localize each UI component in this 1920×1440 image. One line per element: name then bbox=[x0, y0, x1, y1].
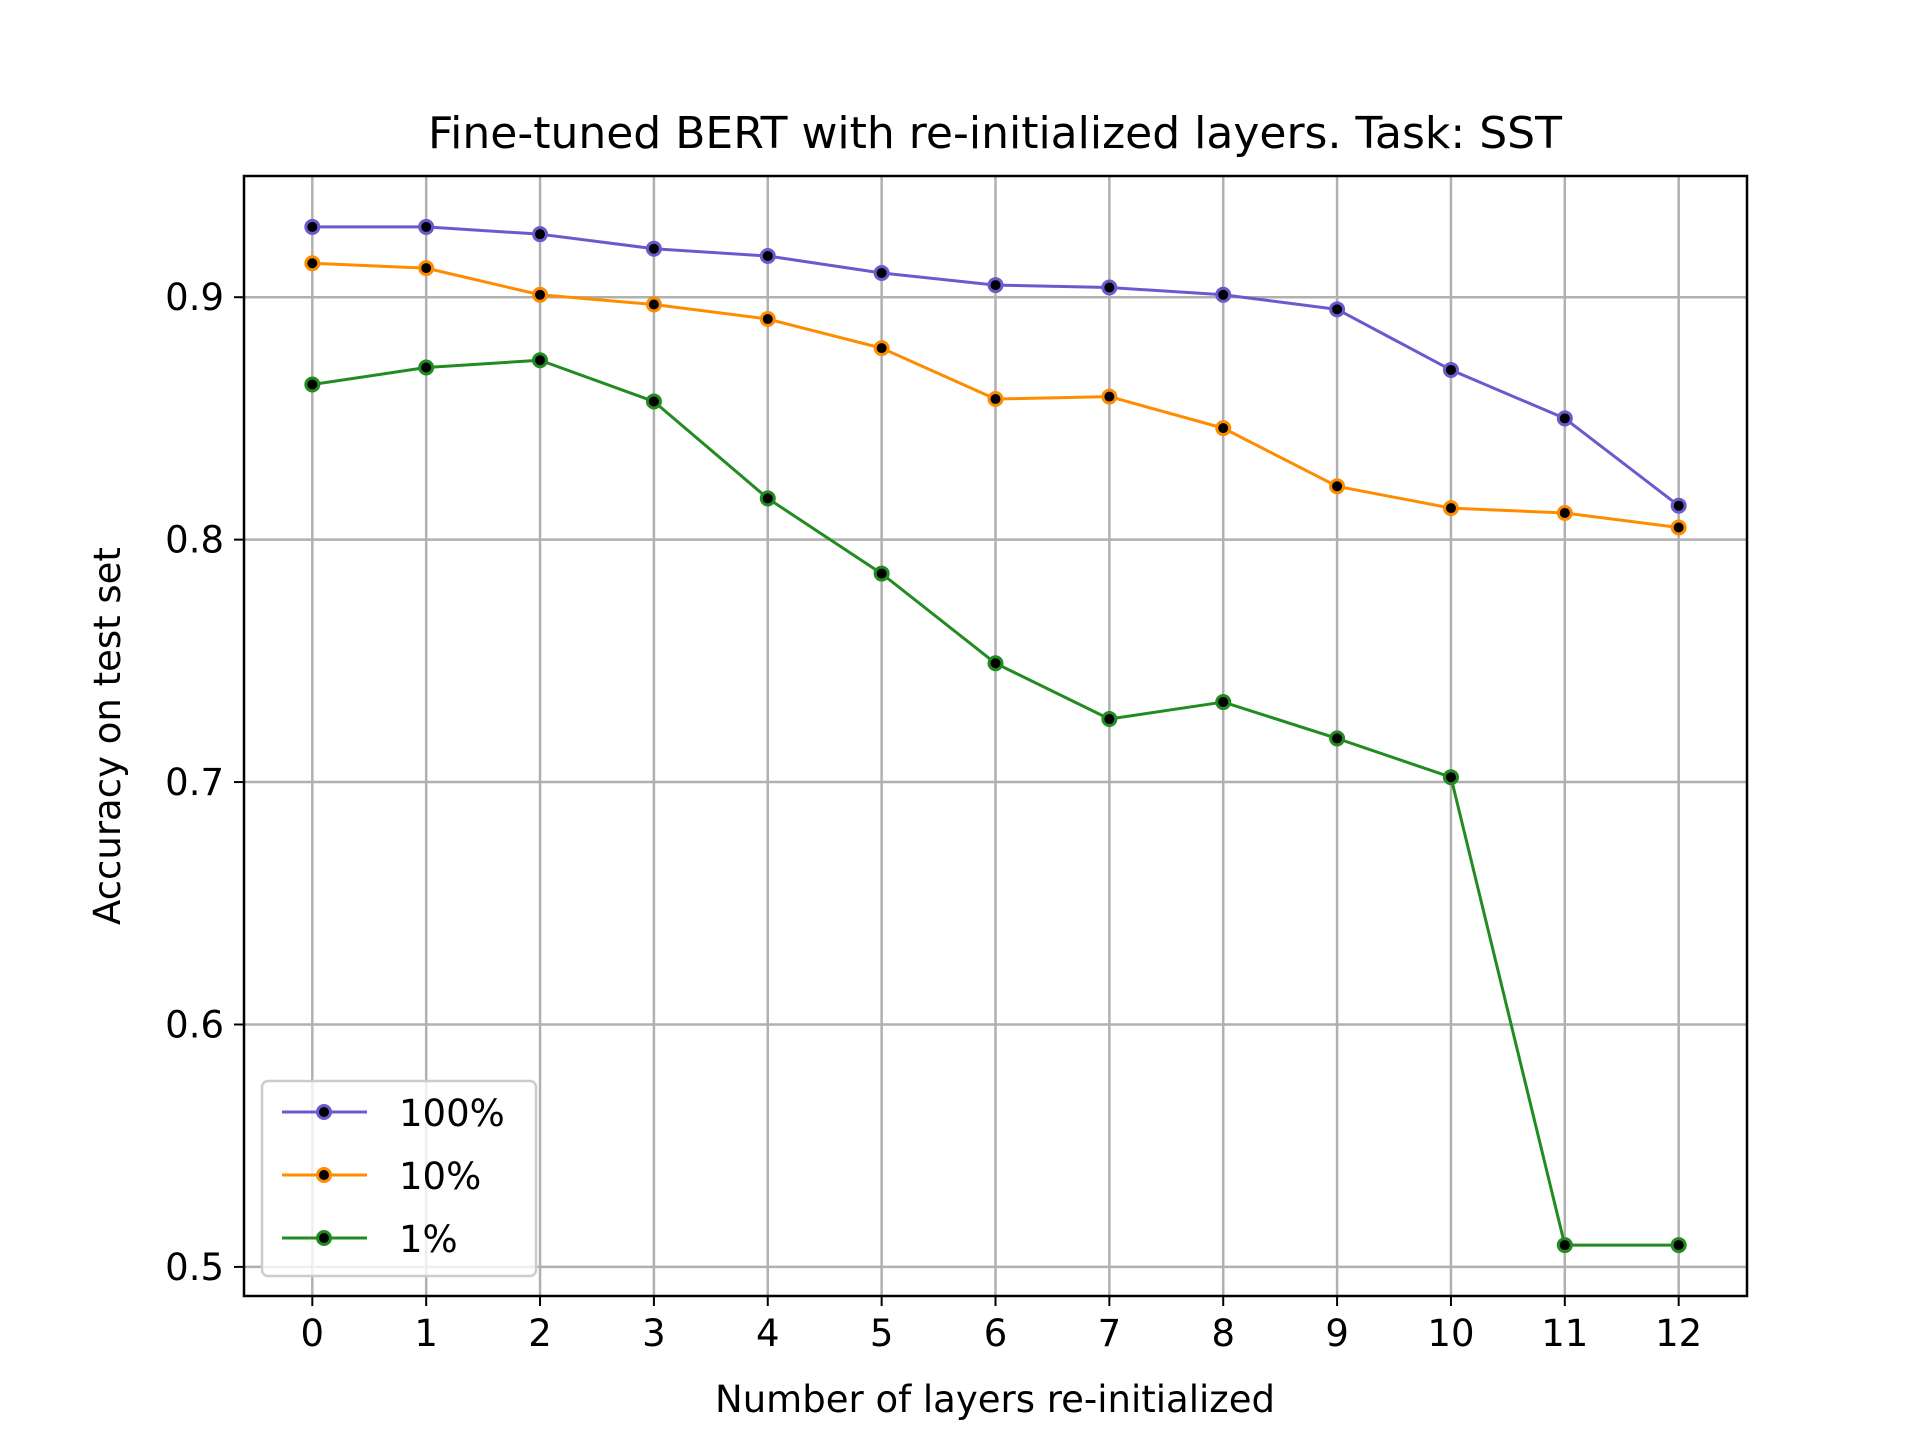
data-point bbox=[1556, 410, 1573, 427]
x-tick-label: 12 bbox=[1655, 1312, 1702, 1355]
y-tick-label: 0.9 bbox=[165, 276, 224, 319]
data-point bbox=[1215, 694, 1232, 711]
data-point bbox=[1670, 519, 1687, 536]
data-point bbox=[759, 311, 776, 328]
data-point bbox=[1329, 730, 1346, 747]
y-tick-label: 0.8 bbox=[165, 519, 224, 562]
data-point bbox=[987, 277, 1004, 294]
data-point bbox=[1442, 361, 1459, 378]
chart-title: Fine-tuned BERT with re-initialized laye… bbox=[428, 108, 1562, 159]
x-tick-label: 9 bbox=[1325, 1312, 1349, 1355]
x-tick-label: 10 bbox=[1427, 1312, 1474, 1355]
x-tick-label: 8 bbox=[1211, 1312, 1235, 1355]
y-tick-label: 0.7 bbox=[165, 761, 224, 804]
x-tick-label: 3 bbox=[642, 1312, 666, 1355]
data-point bbox=[1556, 504, 1573, 521]
x-tick-label: 5 bbox=[870, 1312, 894, 1355]
legend-box bbox=[260, 1079, 538, 1278]
data-point bbox=[873, 264, 890, 281]
data-point bbox=[759, 248, 776, 264]
data-point bbox=[1442, 769, 1459, 786]
data-point bbox=[873, 340, 890, 357]
data-point bbox=[532, 286, 549, 303]
x-tick-label: 1 bbox=[414, 1312, 438, 1355]
legend-label: 10% bbox=[399, 1155, 481, 1198]
series-layer bbox=[304, 218, 1687, 1254]
data-point bbox=[304, 255, 321, 272]
data-point bbox=[759, 490, 776, 507]
legend-marker bbox=[316, 1104, 332, 1120]
x-tick-label: 4 bbox=[756, 1312, 780, 1355]
data-point bbox=[1101, 279, 1118, 296]
data-point bbox=[304, 218, 321, 235]
data-point bbox=[532, 352, 549, 369]
data-point bbox=[645, 296, 662, 313]
x-tick-label: 11 bbox=[1541, 1312, 1588, 1355]
data-point bbox=[1215, 286, 1232, 303]
data-point bbox=[304, 376, 321, 393]
x-axis-label: Number of layers re-initialized bbox=[715, 1378, 1275, 1421]
data-point bbox=[1329, 301, 1346, 318]
ticks-layer: 0 1 2 3 4 5 6 7 8 9 10 11 120.50.60.70.80.9 bbox=[165, 276, 1702, 1355]
data-point bbox=[645, 240, 662, 257]
plot-frame bbox=[242, 174, 1749, 1298]
data-point bbox=[1556, 1237, 1573, 1254]
data-point bbox=[1329, 478, 1346, 495]
data-point bbox=[1670, 497, 1687, 514]
x-tick-label: 7 bbox=[1098, 1312, 1122, 1355]
y-axis-label: Accuracy on test set bbox=[86, 547, 129, 925]
legend: 100% 10% 1% bbox=[260, 1079, 538, 1278]
data-point bbox=[987, 391, 1004, 408]
legend-label: 100% bbox=[399, 1092, 505, 1135]
x-tick-label: 0 bbox=[301, 1312, 325, 1355]
legend-marker bbox=[316, 1230, 332, 1246]
data-point bbox=[873, 565, 890, 582]
data-point bbox=[532, 226, 549, 243]
data-point bbox=[418, 359, 435, 376]
data-point bbox=[1442, 500, 1459, 517]
x-tick-label: 2 bbox=[528, 1312, 552, 1355]
y-tick-label: 0.6 bbox=[165, 1003, 224, 1046]
x-tick-label: 6 bbox=[984, 1312, 1008, 1355]
data-point bbox=[1101, 388, 1118, 405]
legend-marker bbox=[316, 1167, 332, 1183]
data-point bbox=[987, 655, 1004, 672]
y-tick-label: 0.5 bbox=[165, 1246, 224, 1289]
data-point bbox=[418, 260, 435, 277]
data-point bbox=[645, 393, 662, 410]
legend-label: 1% bbox=[399, 1218, 458, 1261]
data-point bbox=[1101, 711, 1118, 728]
data-point bbox=[1670, 1237, 1687, 1254]
data-point bbox=[418, 218, 435, 235]
data-point bbox=[1215, 420, 1232, 437]
